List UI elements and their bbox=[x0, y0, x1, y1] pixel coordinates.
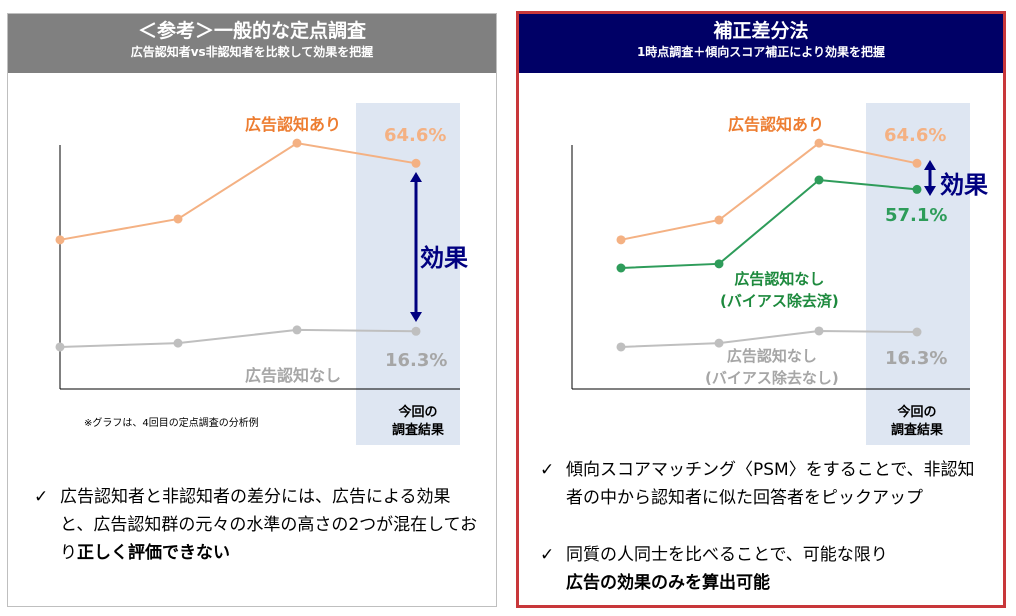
current-label-line2: 調査結果 bbox=[890, 423, 943, 438]
current-result-band bbox=[356, 103, 460, 445]
unadjusted-label-line1: 広告認知なし bbox=[726, 347, 817, 365]
current-result-band bbox=[866, 103, 970, 445]
left-title: ＜参考＞一般的な定点調査 bbox=[137, 20, 366, 42]
right-title: 補正差分法 bbox=[713, 20, 809, 42]
right-adjusted-label: 広告認知なし (バイアス除去済) bbox=[720, 268, 839, 312]
data-point bbox=[616, 235, 626, 245]
unadjusted-label-line2: (バイアス除去なし) bbox=[705, 369, 839, 387]
left-panel: ＜参考＞一般的な定点調査 広告認知者vs非認知者を比較して効果を把握 bbox=[7, 13, 497, 607]
data-point bbox=[173, 338, 183, 348]
right-adjusted-value: 57.1% bbox=[885, 205, 948, 226]
left-note: ※グラフは、4回目の定点調査の分析例 bbox=[84, 418, 259, 429]
data-point bbox=[616, 263, 626, 273]
series-line bbox=[620, 329, 918, 348]
left-header: ＜参考＞一般的な定点調査 広告認知者vs非認知者を比較して効果を把握 bbox=[8, 14, 496, 73]
right-aware-value: 64.6% bbox=[884, 125, 947, 146]
data-point bbox=[814, 326, 824, 336]
left-unaware-value: 16.3% bbox=[385, 350, 448, 371]
data-point bbox=[714, 338, 724, 348]
data-point bbox=[814, 138, 824, 148]
arrow-head-up-icon bbox=[924, 160, 936, 170]
right-current-result-label: 今回の 調査結果 bbox=[885, 404, 949, 440]
right-panel: 補正差分法 1時点調査＋傾向スコア補正により効果を把握 bbox=[516, 11, 1006, 608]
series-line bbox=[620, 178, 918, 269]
left-aware-label: 広告認知あり bbox=[245, 115, 342, 134]
data-point bbox=[411, 326, 421, 336]
left-subtitle: 広告認知者vs非認知者を比較して効果を把握 bbox=[130, 45, 374, 59]
data-point bbox=[912, 327, 922, 337]
right-bullet-1: ✓ 傾向スコアマッチング〈PSM〉をすることで、非認知者の中から認知者に似た回答者… bbox=[540, 456, 986, 512]
right-header: 補正差分法 1時点調査＋傾向スコア補正により効果を把握 bbox=[519, 14, 1003, 73]
series-line bbox=[59, 142, 417, 241]
data-point bbox=[411, 158, 421, 168]
check-icon: ✓ bbox=[34, 487, 49, 507]
data-point bbox=[292, 325, 302, 335]
data-point bbox=[814, 175, 824, 185]
current-label-line1: 今回の bbox=[897, 405, 937, 420]
series-line bbox=[620, 142, 918, 241]
arrow-head-down-icon bbox=[410, 312, 422, 322]
data-point bbox=[55, 235, 65, 245]
bullet-text: 傾向スコアマッチング〈PSM〉をすることで、非認知者の中から認知者に似た回答者を… bbox=[566, 460, 975, 508]
bullet-bold-text: 広告の効果のみを算出可能 bbox=[566, 573, 770, 593]
check-icon: ✓ bbox=[540, 460, 555, 480]
right-aware-label: 広告認知あり bbox=[728, 115, 825, 134]
data-point bbox=[292, 138, 302, 148]
current-label-line1: 今回の bbox=[398, 405, 438, 420]
current-label-line2: 調査結果 bbox=[391, 423, 444, 438]
left-effect-label: 効果 bbox=[420, 244, 468, 272]
left-bullet: ✓ 広告認知者と非認知者の差分には、広告による効果と、広告認知群の元々の水準の高さ… bbox=[34, 483, 480, 567]
left-aware-value: 64.6% bbox=[384, 125, 447, 146]
data-point bbox=[173, 214, 183, 224]
left-unaware-label: 広告認知なし bbox=[245, 366, 342, 385]
data-point bbox=[912, 184, 922, 194]
data-point bbox=[616, 342, 626, 352]
right-unadjusted-value: 16.3% bbox=[885, 348, 948, 369]
right-bullet-2: ✓ 同質の人同士を比べることで、可能な限り 広告の効果のみを算出可能 bbox=[540, 541, 986, 597]
data-point bbox=[55, 342, 65, 352]
data-point bbox=[912, 158, 922, 168]
arrow-head-up-icon bbox=[410, 172, 422, 182]
data-point bbox=[714, 215, 724, 225]
bullet-text: 同質の人同士を比べることで、可能な限り bbox=[566, 545, 888, 565]
check-icon: ✓ bbox=[540, 545, 555, 565]
right-subtitle: 1時点調査＋傾向スコア補正により効果を把握 bbox=[636, 45, 886, 59]
bullet-bold-text: 正しく評価できない bbox=[77, 543, 230, 563]
right-unadjusted-label: 広告認知なし (バイアス除去なし) bbox=[705, 345, 839, 389]
right-effect-label: 効果 bbox=[940, 171, 988, 199]
adjusted-label-line2: (バイアス除去済) bbox=[720, 292, 839, 310]
adjusted-label-line1: 広告認知なし bbox=[734, 270, 825, 288]
series-line bbox=[59, 328, 417, 348]
left-current-result-label: 今回の 調査結果 bbox=[386, 404, 450, 440]
arrow-head-down-icon bbox=[924, 186, 936, 196]
bullet-text: 広告認知者と非認知者の差分には、広告による効果と、広告認知群の元々の水準の高さの… bbox=[60, 487, 478, 563]
data-point bbox=[714, 259, 724, 269]
